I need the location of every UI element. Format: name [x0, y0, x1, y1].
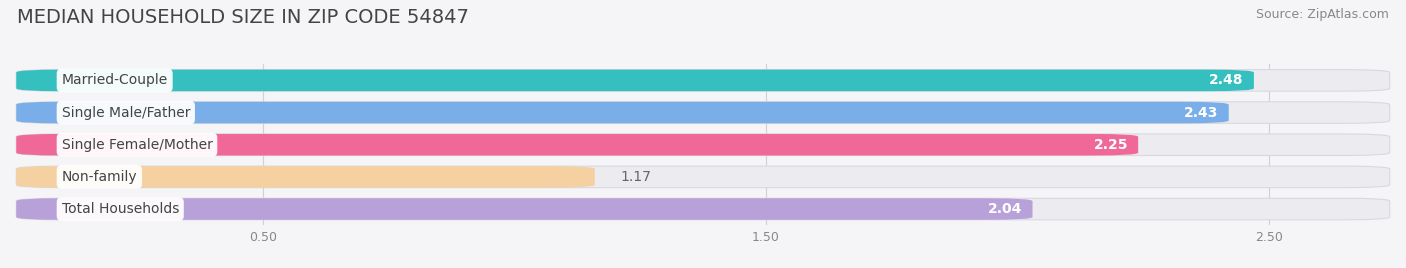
- FancyBboxPatch shape: [17, 70, 1389, 91]
- FancyBboxPatch shape: [17, 166, 595, 188]
- Text: Non-family: Non-family: [62, 170, 138, 184]
- FancyBboxPatch shape: [17, 102, 1229, 123]
- Text: 2.43: 2.43: [1184, 106, 1219, 120]
- FancyBboxPatch shape: [17, 166, 1389, 188]
- Text: 2.48: 2.48: [1209, 73, 1244, 87]
- FancyBboxPatch shape: [17, 198, 1389, 220]
- FancyBboxPatch shape: [17, 70, 1254, 91]
- Text: Single Female/Mother: Single Female/Mother: [62, 138, 212, 152]
- Text: 1.17: 1.17: [620, 170, 651, 184]
- Text: 2.25: 2.25: [1094, 138, 1128, 152]
- FancyBboxPatch shape: [17, 198, 1032, 220]
- Text: Single Male/Father: Single Male/Father: [62, 106, 190, 120]
- Text: Total Households: Total Households: [62, 202, 179, 216]
- FancyBboxPatch shape: [17, 134, 1389, 155]
- FancyBboxPatch shape: [17, 134, 1139, 155]
- Text: Married-Couple: Married-Couple: [62, 73, 167, 87]
- Text: Source: ZipAtlas.com: Source: ZipAtlas.com: [1256, 8, 1389, 21]
- Text: 2.04: 2.04: [988, 202, 1022, 216]
- FancyBboxPatch shape: [17, 102, 1389, 123]
- Text: MEDIAN HOUSEHOLD SIZE IN ZIP CODE 54847: MEDIAN HOUSEHOLD SIZE IN ZIP CODE 54847: [17, 8, 468, 27]
